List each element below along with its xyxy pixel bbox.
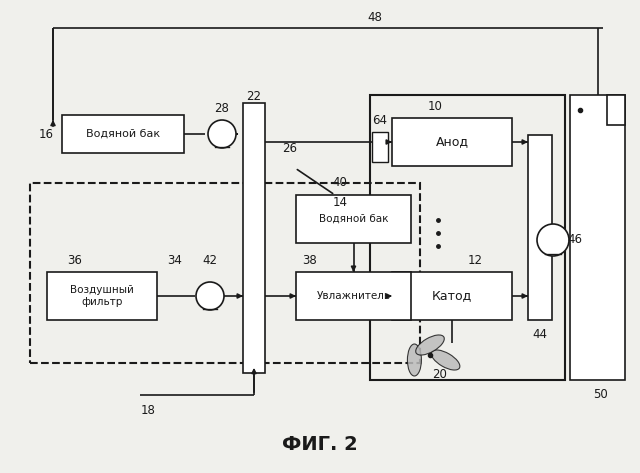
Bar bbox=[570, 95, 625, 380]
Text: 38: 38 bbox=[303, 254, 317, 266]
Ellipse shape bbox=[408, 344, 421, 376]
Text: 44: 44 bbox=[532, 329, 547, 342]
Text: Водяной бак: Водяной бак bbox=[86, 129, 160, 139]
Bar bbox=[296, 272, 411, 320]
Bar bbox=[392, 272, 512, 320]
Text: Увлажнитель: Увлажнитель bbox=[316, 291, 390, 301]
Text: 10: 10 bbox=[428, 99, 442, 113]
Text: 40: 40 bbox=[333, 176, 348, 190]
Bar bbox=[243, 103, 265, 373]
Circle shape bbox=[537, 224, 569, 256]
Ellipse shape bbox=[416, 335, 444, 355]
Text: 34: 34 bbox=[168, 254, 182, 266]
Text: 14: 14 bbox=[333, 196, 348, 210]
Bar bbox=[528, 135, 552, 320]
Text: 42: 42 bbox=[202, 254, 218, 266]
Text: 22: 22 bbox=[246, 90, 262, 104]
Bar bbox=[62, 115, 184, 153]
Bar bbox=[372, 132, 388, 162]
Ellipse shape bbox=[431, 350, 460, 370]
Text: 36: 36 bbox=[68, 254, 83, 266]
Text: 26: 26 bbox=[282, 141, 298, 155]
Text: 64: 64 bbox=[372, 114, 387, 126]
Text: Катод: Катод bbox=[432, 289, 472, 303]
Circle shape bbox=[208, 120, 236, 148]
Bar bbox=[392, 118, 512, 166]
Bar bbox=[607, 95, 625, 125]
Text: Водяной бак: Водяной бак bbox=[319, 214, 388, 224]
Bar bbox=[47, 272, 157, 320]
Text: 18: 18 bbox=[141, 403, 156, 417]
Bar bbox=[296, 195, 411, 243]
Text: ФИГ. 2: ФИГ. 2 bbox=[282, 436, 358, 455]
Text: 50: 50 bbox=[593, 388, 607, 402]
Circle shape bbox=[196, 282, 224, 310]
Text: 46: 46 bbox=[568, 234, 582, 246]
Text: 48: 48 bbox=[367, 11, 383, 25]
Text: 16: 16 bbox=[38, 128, 54, 140]
Text: Анод: Анод bbox=[435, 135, 468, 149]
Text: 28: 28 bbox=[214, 102, 229, 114]
Text: 12: 12 bbox=[467, 254, 483, 266]
Text: Воздушный
фильтр: Воздушный фильтр bbox=[70, 285, 134, 307]
Bar bbox=[30, 183, 420, 363]
Bar bbox=[370, 95, 565, 380]
Text: 20: 20 bbox=[433, 368, 447, 382]
